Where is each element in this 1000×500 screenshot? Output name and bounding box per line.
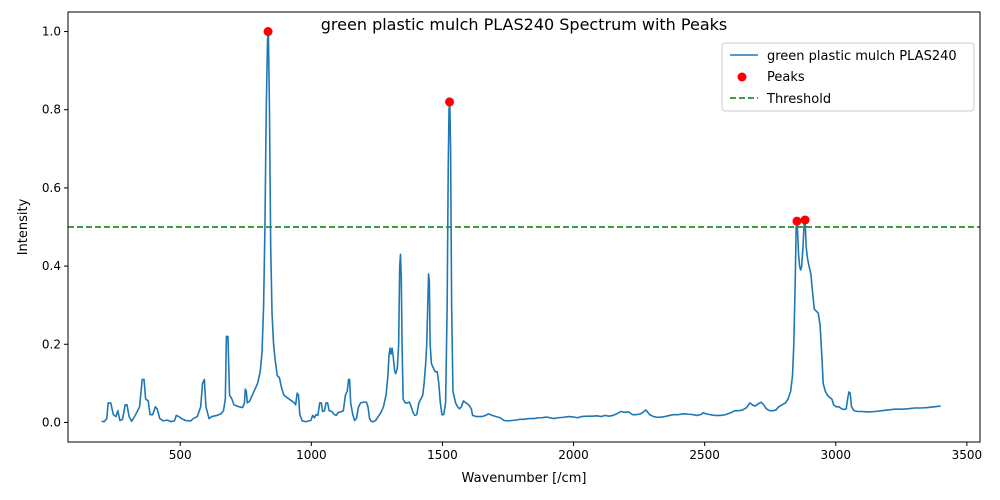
legend-label-peaks: Peaks [767, 70, 805, 85]
y-tick-label: 0.0 [42, 415, 61, 429]
chart-title: green plastic mulch PLAS240 Spectrum wit… [321, 15, 727, 34]
legend-box [721, 42, 975, 112]
legend-label-threshold: Threshold [766, 92, 831, 107]
spectrum-line [101, 30, 941, 423]
peak-marker [445, 97, 455, 107]
x-tick-label: 500 [169, 448, 192, 462]
x-axis: 500 1000 1500 2000 2500 3000 3500 [169, 442, 982, 462]
legend: green plastic mulch PLAS240 Peaks Thresh… [721, 42, 975, 112]
y-axis: 0.0 0.2 0.4 0.6 0.8 1.0 [42, 25, 68, 429]
x-tick-label: 1500 [427, 448, 458, 462]
peak-marker [263, 27, 273, 37]
plot-area [68, 27, 980, 423]
y-tick-label: 1.0 [42, 25, 61, 39]
legend-peaks-marker [737, 72, 747, 82]
y-tick-label: 0.8 [42, 103, 61, 117]
axes-frame [67, 11, 981, 443]
x-tick-label: 2500 [689, 448, 720, 462]
y-tick-label: 0.6 [42, 181, 61, 195]
y-axis-label: Intensity [16, 198, 31, 255]
x-tick-label: 2000 [558, 448, 589, 462]
x-tick-label: 3000 [821, 448, 852, 462]
peak-marker [792, 216, 802, 226]
peak-marker [800, 215, 810, 225]
x-axis-label: Wavenumber [/cm] [462, 471, 587, 486]
x-tick-label: 1000 [296, 448, 327, 462]
y-tick-label: 0.4 [42, 259, 61, 273]
x-tick-label: 3500 [952, 448, 983, 462]
legend-label-spectrum: green plastic mulch PLAS240 [767, 49, 957, 64]
y-tick-label: 0.2 [42, 337, 61, 351]
